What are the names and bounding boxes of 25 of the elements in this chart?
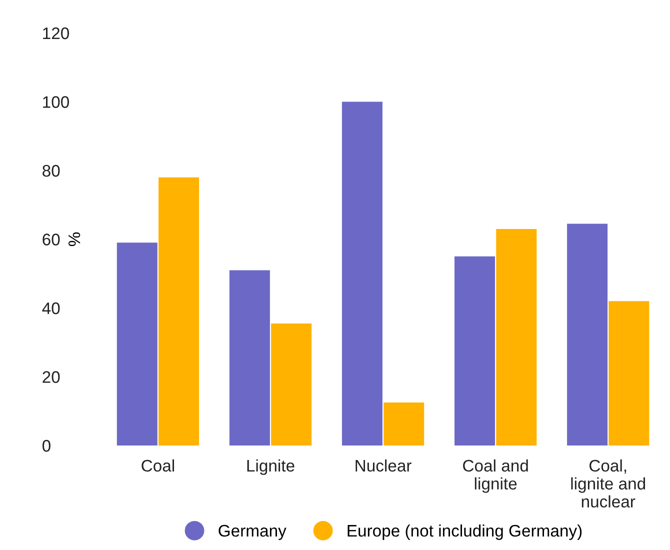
y-tick-label: 20 [42, 371, 60, 383]
bar [496, 228, 537, 446]
y-tick-label: 120 [43, 27, 69, 40]
bar [384, 402, 424, 446]
x-tick-label: Lignite [247, 459, 294, 475]
y-tick-label: 40 [42, 302, 60, 314]
bar [608, 301, 650, 446]
y-axis-title: % [68, 232, 80, 246]
y-tick-label: 0 [42, 440, 50, 452]
bar [567, 224, 608, 446]
x-tick-label: Nuclear [356, 459, 412, 472]
legend-label: Germany [218, 524, 286, 540]
legend-label: Europe (not including Germany) [348, 524, 582, 540]
x-tick-label: Coal, lignite and nuclear [571, 459, 646, 508]
bar [116, 242, 158, 446]
bar [454, 256, 496, 446]
y-tick-label: 60 [42, 234, 60, 246]
y-tick-label: 80 [42, 164, 60, 177]
bar [342, 102, 382, 446]
y-tick-label: 100 [43, 96, 69, 108]
bar [158, 177, 200, 446]
bar [271, 323, 312, 446]
bar [229, 270, 270, 446]
x-tick-label: Coal [142, 459, 174, 472]
x-tick-label: Coal and lignite [463, 459, 528, 493]
